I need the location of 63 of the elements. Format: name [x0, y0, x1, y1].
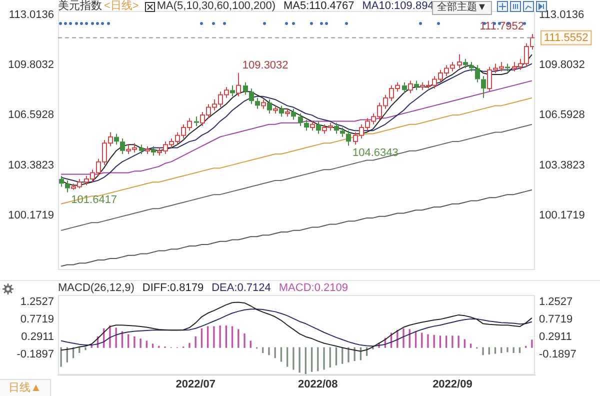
candlestick: [469, 62, 474, 72]
y-tick-label: 1.2527: [20, 296, 54, 308]
candlestick: [59, 175, 64, 188]
candlestick: [120, 138, 125, 155]
candlestick: [505, 63, 510, 72]
y-tick-label: 0.7719: [20, 314, 54, 326]
y-tick-label: 0.2911: [21, 331, 54, 344]
annotation: 101.6417: [71, 194, 118, 206]
candlestick: [475, 64, 480, 83]
period-field: 日线▲: [0, 379, 51, 396]
y-tick-label: 103.3823: [8, 159, 54, 172]
candlestick: [267, 98, 272, 114]
candlestick: [249, 88, 254, 105]
candlestick: [304, 119, 309, 132]
candlestick: [230, 84, 235, 97]
x-tick-label: 2022/09: [432, 378, 472, 390]
candlestick: [255, 97, 260, 110]
candlestick: [414, 80, 419, 91]
candlestick: [402, 82, 407, 94]
y2-tick-label: 0.2911: [539, 331, 572, 344]
y2-tick-label: 109.8032: [539, 59, 585, 72]
candlestick: [481, 76, 486, 98]
candlestick: [298, 112, 303, 126]
dropdown-field: 全部主题▼: [432, 1, 492, 15]
candlestick: [194, 116, 199, 126]
candlestick: [463, 58, 468, 69]
text: MACD:0.2109: [278, 282, 348, 295]
candlestick: [346, 130, 351, 146]
candlestick: [65, 180, 70, 193]
annotation: MA(5,10,30,60,100,200): [156, 0, 276, 13]
annotation: 111.7952: [480, 20, 524, 33]
x-tick-label: 2022/07: [176, 378, 216, 390]
candlestick: [334, 122, 339, 134]
chart-subtitle: <日线>: [104, 0, 139, 13]
y2-tick-label: 1.2527: [539, 296, 573, 308]
candlestick: [151, 146, 156, 156]
candlestick: [340, 127, 345, 138]
x-tick-label: 2022/08: [298, 378, 338, 390]
candlestick: [291, 108, 296, 120]
candlestick: [114, 133, 119, 146]
y2-tick-label: 100.1719: [539, 209, 585, 222]
text: MA10:109.894: [362, 0, 434, 13]
annotation: 109.3032: [242, 59, 288, 72]
candlestick: [316, 120, 321, 134]
text: MA5:110.4767: [284, 0, 354, 13]
candlestick: [139, 144, 144, 155]
candlestick: [243, 82, 248, 96]
y2-tick-label: 103.3823: [539, 159, 585, 172]
y2-tick-label: 106.5928: [539, 109, 585, 122]
y2-tick-label: 113.0136: [539, 9, 584, 22]
candlestick: [279, 105, 284, 118]
annotation: 104.6343: [352, 147, 398, 160]
y-tick-label: 100.1719: [8, 209, 54, 222]
chart-title: MACD(26,12,9): [58, 282, 134, 295]
series-label: DEA:0.7124: [212, 282, 271, 295]
y2-tick-label: -0.1897: [539, 348, 576, 361]
y-tick-label: 109.8032: [8, 59, 54, 72]
y-tick-label: 106.5928: [8, 109, 54, 122]
y-tick-label: 113.0136: [8, 9, 54, 22]
y-tick-label: -0.1897: [16, 348, 54, 361]
series-label: DIFF:0.8179: [142, 282, 204, 295]
ref-line-label: 111.5552: [544, 32, 588, 44]
y2-tick-label: 0.7719: [539, 314, 573, 326]
